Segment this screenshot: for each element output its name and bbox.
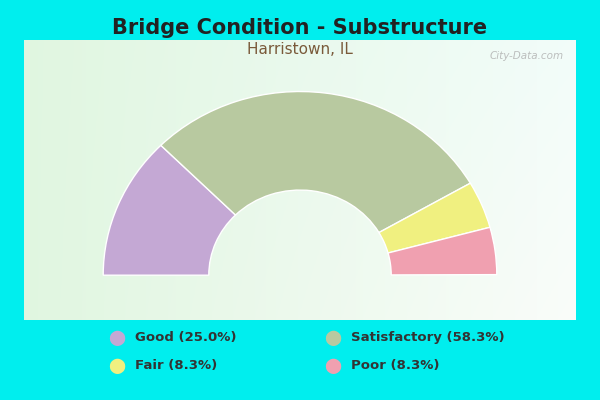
Text: Fair (8.3%): Fair (8.3%) [135, 360, 217, 372]
Wedge shape [161, 92, 470, 232]
Wedge shape [379, 183, 490, 253]
Text: ⬤: ⬤ [325, 330, 341, 346]
Text: ⬤: ⬤ [109, 358, 125, 374]
Text: Good (25.0%): Good (25.0%) [135, 332, 236, 344]
Text: Harristown, IL: Harristown, IL [247, 42, 353, 57]
Text: City-Data.com: City-Data.com [490, 51, 564, 61]
Text: ⬤: ⬤ [325, 358, 341, 374]
Wedge shape [388, 227, 497, 275]
Text: Bridge Condition - Substructure: Bridge Condition - Substructure [112, 18, 488, 38]
Text: Satisfactory (58.3%): Satisfactory (58.3%) [351, 332, 505, 344]
Text: Poor (8.3%): Poor (8.3%) [351, 360, 439, 372]
Wedge shape [103, 145, 236, 275]
Text: ⬤: ⬤ [109, 330, 125, 346]
